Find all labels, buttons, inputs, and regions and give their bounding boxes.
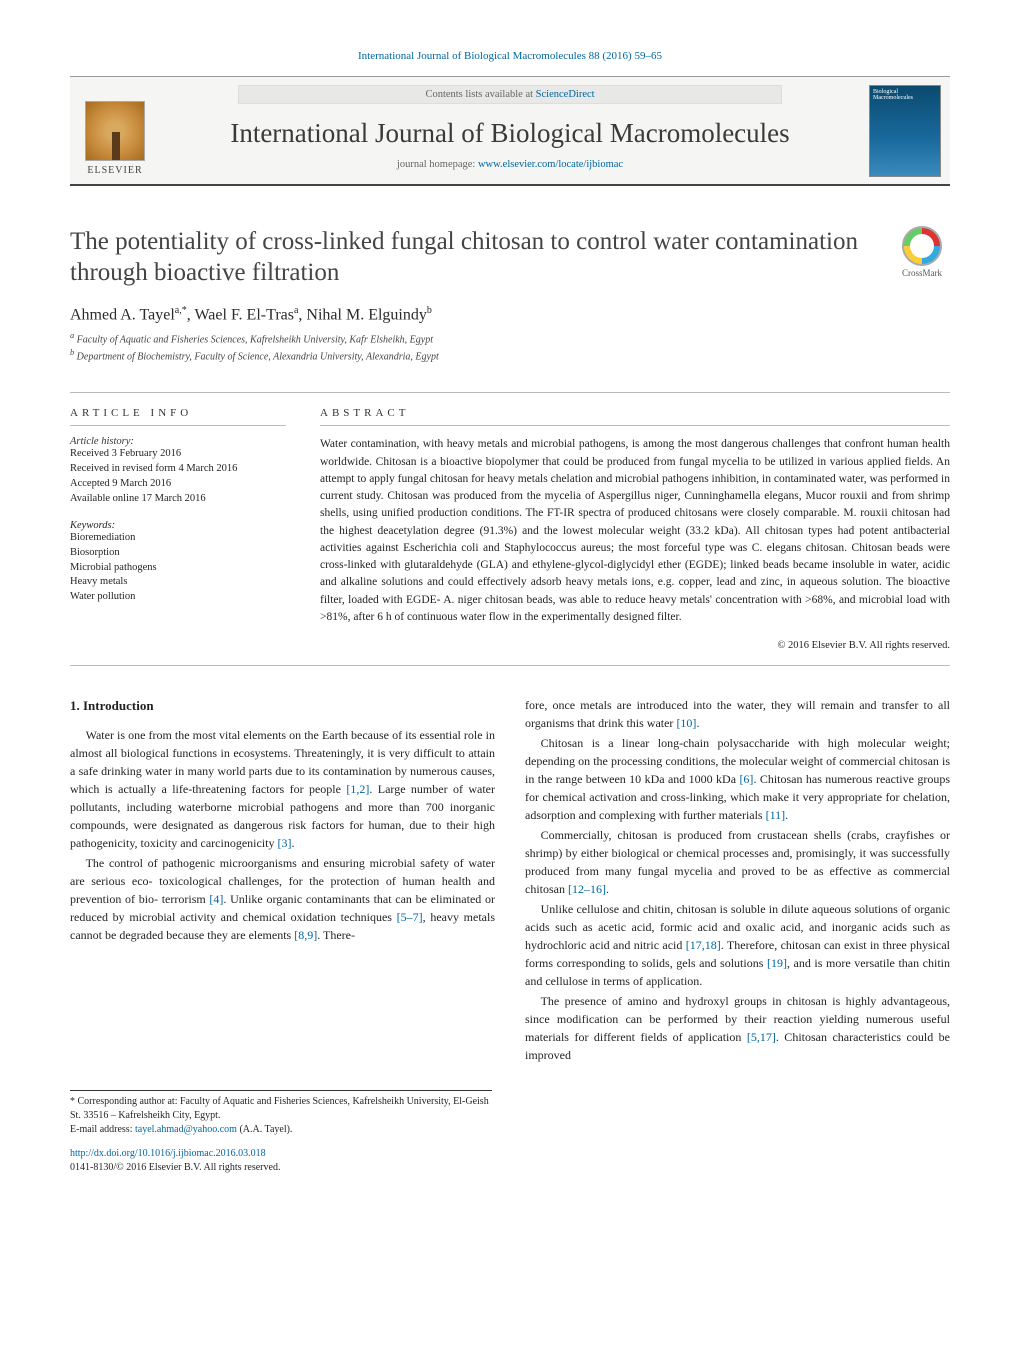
history-line: Available online 17 March 2016 [70, 492, 286, 507]
body-column-left: 1. Introduction Water is one from the mo… [70, 696, 495, 1066]
corr-author-line: * Corresponding author at: Faculty of Aq… [70, 1095, 492, 1123]
citation-ref[interactable]: [3] [278, 836, 292, 850]
body-paragraph: Unlike cellulose and chitin, chitosan is… [525, 900, 950, 990]
journal-name: International Journal of Biological Macr… [170, 118, 850, 149]
section-heading-intro: 1. Introduction [70, 696, 495, 716]
email-label: E-mail address: [70, 1124, 135, 1135]
journal-cover-thumb: Biological Macromolecules [869, 85, 941, 177]
citation-ref[interactable]: [5–7] [397, 910, 423, 924]
doi-link[interactable]: http://dx.doi.org/10.1016/j.ijbiomac.201… [70, 1148, 266, 1159]
author-affil-mark: a,* [175, 305, 187, 316]
publisher-name: ELSEVIER [87, 165, 142, 176]
author-name: Ahmed A. Tayel [70, 306, 175, 323]
body-paragraph: Chitosan is a linear long-chain polysacc… [525, 734, 950, 824]
author-affil-mark: a [294, 305, 298, 316]
body-paragraph: Commercially, chitosan is produced from … [525, 826, 950, 898]
abstract-text: Water contamination, with heavy metals a… [320, 436, 950, 626]
crossmark-label: CrossMark [894, 268, 950, 278]
citation-ref[interactable]: [5,17] [747, 1030, 776, 1044]
homepage-prefix: journal homepage: [397, 159, 478, 170]
body-paragraph: The presence of amino and hydroxyl group… [525, 992, 950, 1064]
author-name: Nihal M. Elguindy [306, 306, 426, 323]
keyword: Water pollution [70, 590, 286, 605]
journal-masthead: ELSEVIER Contents lists available at Sci… [70, 76, 950, 186]
citation-ref[interactable]: [10] [676, 716, 696, 730]
article-history: Received 3 February 2016Received in revi… [70, 447, 286, 506]
history-line: Accepted 9 March 2016 [70, 477, 286, 492]
corresponding-author-footnote: * Corresponding author at: Faculty of Aq… [70, 1090, 492, 1137]
author-name: Wael F. El-Tras [194, 306, 294, 323]
keyword: Biosorption [70, 546, 286, 561]
body-paragraph: Water is one from the most vital element… [70, 726, 495, 852]
history-heading: Article history: [70, 436, 286, 447]
body-paragraph: The control of pathogenic microorganisms… [70, 854, 495, 944]
corr-email-link[interactable]: tayel.ahmad@yahoo.com [135, 1124, 237, 1135]
citation-ref[interactable]: [17,18] [686, 938, 721, 952]
publisher-block: ELSEVIER [70, 77, 160, 184]
email-owner: (A.A. Tayel). [237, 1124, 293, 1135]
affiliations: a Faculty of Aquatic and Fisheries Scien… [70, 330, 950, 365]
abstract-heading: abstract [320, 407, 950, 426]
contents-available-line: Contents lists available at ScienceDirec… [238, 85, 782, 104]
author-list: Ahmed A. Tayela,*, Wael F. El-Trasa, Nih… [70, 305, 950, 324]
history-line: Received 3 February 2016 [70, 447, 286, 462]
issn-copyright-line: 0141-8130/© 2016 Elsevier B.V. All right… [70, 1162, 280, 1173]
keyword: Microbial pathogens [70, 561, 286, 576]
body-column-right: fore, once metals are introduced into th… [525, 696, 950, 1066]
running-head-citation: International Journal of Biological Macr… [70, 50, 950, 62]
elsevier-tree-icon [85, 101, 145, 161]
citation-ref[interactable]: [6] [739, 772, 753, 786]
crossmark-widget[interactable]: CrossMark [894, 226, 950, 278]
citation-ref[interactable]: [12–16] [568, 882, 606, 896]
article-title: The potentiality of cross-linked fungal … [70, 226, 874, 289]
citation-ref[interactable]: [4] [209, 892, 223, 906]
doi-block: http://dx.doi.org/10.1016/j.ijbiomac.201… [70, 1147, 950, 1175]
citation-ref[interactable]: [1,2] [346, 782, 369, 796]
crossmark-icon [902, 226, 942, 266]
abstract-copyright: © 2016 Elsevier B.V. All rights reserved… [320, 640, 950, 651]
journal-homepage-link[interactable]: www.elsevier.com/locate/ijbiomac [478, 159, 623, 170]
keywords-list: BioremediationBiosorptionMicrobial patho… [70, 531, 286, 604]
body-paragraph: fore, once metals are introduced into th… [525, 696, 950, 732]
keyword: Heavy metals [70, 575, 286, 590]
article-info-heading: article info [70, 407, 286, 426]
journal-homepage-line: journal homepage: www.elsevier.com/locat… [170, 159, 850, 170]
citation-ref[interactable]: [19] [767, 956, 787, 970]
keywords-heading: Keywords: [70, 520, 286, 531]
sciencedirect-link[interactable]: ScienceDirect [536, 89, 595, 100]
keyword: Bioremediation [70, 531, 286, 546]
contents-prefix: Contents lists available at [425, 89, 535, 100]
citation-ref[interactable]: [8,9] [294, 928, 317, 942]
citation-ref[interactable]: [11] [766, 808, 786, 822]
author-affil-mark: b [427, 305, 432, 316]
cover-thumb-title: Biological Macromolecules [873, 89, 937, 102]
history-line: Received in revised form 4 March 2016 [70, 462, 286, 477]
